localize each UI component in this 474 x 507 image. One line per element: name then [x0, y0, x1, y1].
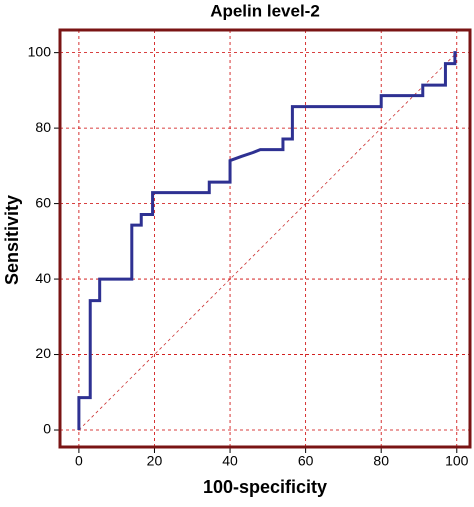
y-tick-label: 20 [35, 345, 51, 361]
plot-frame [58, 28, 472, 449]
x-tick-label: 60 [298, 453, 314, 469]
y-tick-label: 80 [35, 119, 51, 135]
diagonal-reference [78, 52, 458, 431]
x-tick-label: 80 [373, 453, 389, 469]
y-tick-label: 60 [35, 194, 51, 210]
y-tick-label: 0 [43, 421, 51, 437]
x-tick-label: 100 [445, 453, 469, 469]
y-tick-label: 100 [28, 43, 52, 59]
x-tick-label: 20 [147, 453, 163, 469]
chart-title: Apelin level-2 [210, 1, 320, 20]
y-axis-label: Sensitivity [2, 195, 22, 285]
y-tick-label: 40 [35, 270, 51, 286]
x-tick-label: 40 [222, 453, 238, 469]
x-axis-label: 100-specificity [203, 477, 327, 497]
roc-curve [77, 51, 457, 431]
x-tick-label: 0 [75, 453, 83, 469]
